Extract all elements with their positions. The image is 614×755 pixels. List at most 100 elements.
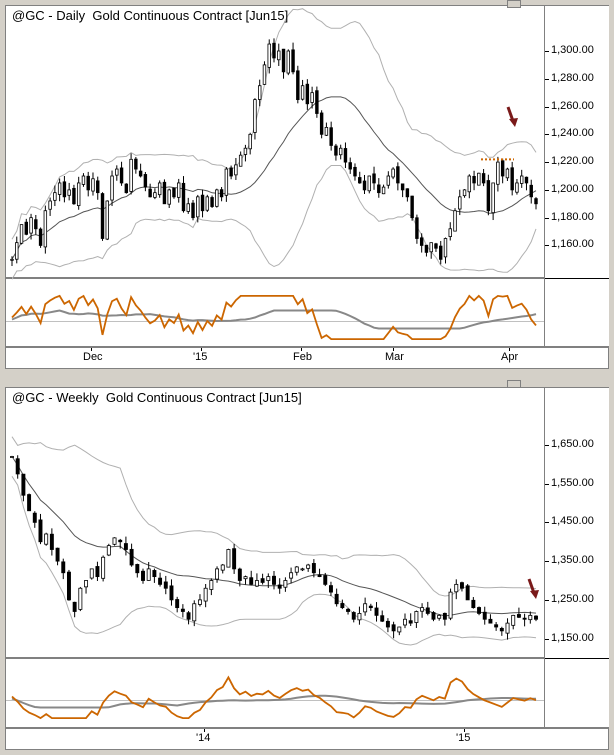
daily-chart-title: @GC - Daily Gold Continuous Contract [Ju… <box>12 8 289 23</box>
candle-body <box>34 219 38 230</box>
candle-body <box>78 587 83 610</box>
candle-body <box>431 612 436 620</box>
candle-body <box>458 196 462 210</box>
candle-body <box>158 577 163 585</box>
x-tick-mark <box>509 348 510 351</box>
candle-body <box>141 570 145 581</box>
y-tick-mark <box>545 162 549 164</box>
candle-body <box>15 242 19 260</box>
candle-body <box>29 217 33 234</box>
candle-body <box>374 607 379 616</box>
candle-body <box>415 217 419 239</box>
daily-scroll-handle[interactable] <box>507 0 521 8</box>
candle-body <box>110 175 114 201</box>
weekly-scroll-handle[interactable] <box>507 380 521 388</box>
candle-body <box>123 543 128 550</box>
candle-body <box>129 548 134 566</box>
candle-body <box>163 581 168 589</box>
candle-body <box>454 583 459 593</box>
candle-body <box>24 221 29 235</box>
bollinger-lower-band <box>11 476 537 646</box>
candle-body <box>434 243 438 249</box>
candle-body <box>437 614 442 619</box>
y-tick-label: 1,550.00 <box>551 476 594 489</box>
candle-body <box>496 161 500 185</box>
candle-body <box>32 512 37 523</box>
x-tick-mark <box>393 348 394 351</box>
candle-body <box>21 473 26 496</box>
candle-body <box>306 564 311 569</box>
candle-body <box>305 83 310 105</box>
y-tick-label: 1,450.00 <box>551 515 594 528</box>
candle-body <box>15 458 20 475</box>
candle-body <box>135 564 140 574</box>
candle-body <box>205 196 210 211</box>
weekly-chart-svg <box>6 436 544 720</box>
y-tick-mark <box>545 189 549 191</box>
candle-body <box>186 612 191 620</box>
candle-body <box>181 182 186 212</box>
candle-body <box>249 577 254 585</box>
candle-body <box>61 561 66 574</box>
candle-body <box>338 147 343 156</box>
daily-plot[interactable]: @GC - Daily Gold Continuous Contract [Ju… <box>5 5 545 347</box>
candle-body <box>328 585 333 593</box>
candle-body <box>281 48 286 73</box>
candle-body <box>499 627 504 632</box>
candle-body <box>262 64 267 85</box>
y-tick-mark <box>545 444 549 446</box>
y-tick-label: 1,300.00 <box>551 44 594 56</box>
candle-body <box>391 168 395 178</box>
candle-body <box>296 70 300 101</box>
candle-body <box>343 148 348 163</box>
candle-body <box>62 181 67 198</box>
candle-body <box>477 607 482 614</box>
candle-body <box>410 195 414 219</box>
daily-chart-svg <box>6 8 544 340</box>
candle-body <box>48 200 52 210</box>
y-tick-mark <box>545 522 549 524</box>
candle-body <box>277 584 282 589</box>
candle-body <box>219 189 224 198</box>
y-tick-mark <box>545 561 549 563</box>
candle-body <box>510 167 514 191</box>
candle-body <box>129 158 133 192</box>
candle-body <box>169 585 174 601</box>
candle-body <box>215 189 219 207</box>
y-tick-label: 1,150.00 <box>551 631 594 644</box>
x-tick-label: Feb <box>293 351 312 363</box>
candle-body <box>329 127 333 146</box>
candle-body <box>391 624 396 632</box>
candle-body <box>317 574 322 578</box>
candle-body <box>95 566 100 578</box>
weekly-plot[interactable]: @GC - Weekly Gold Continuous Contract [J… <box>5 387 545 728</box>
weekly-pane: @GC - Weekly Gold Continuous Contract [J… <box>0 380 614 755</box>
candle-body <box>91 178 95 192</box>
candle-body <box>405 188 410 198</box>
candle-body <box>119 167 124 184</box>
candle-body <box>232 548 237 570</box>
candle-body <box>519 175 524 184</box>
candle-body <box>172 187 176 198</box>
candle-body <box>467 175 472 193</box>
candle-body <box>153 192 157 198</box>
y-tick-mark <box>545 245 549 247</box>
x-tick-label: '15 <box>193 351 208 363</box>
oscillator-orange-line <box>11 675 537 720</box>
candle-body <box>243 147 248 155</box>
candle-body <box>353 166 357 177</box>
candle-body <box>100 193 105 239</box>
candle-body <box>310 92 314 103</box>
candle-body <box>43 210 48 248</box>
candle-body <box>27 494 32 512</box>
candle-body <box>53 192 57 201</box>
candle-body <box>300 85 305 100</box>
axis-separator <box>545 278 609 279</box>
candle-body <box>400 183 405 191</box>
candle-body <box>334 593 339 605</box>
candle-body <box>534 615 538 620</box>
candle-body <box>462 189 467 197</box>
y-tick-label: 1,220.00 <box>551 155 594 168</box>
candle-body <box>408 620 413 624</box>
candle-body <box>515 182 519 193</box>
